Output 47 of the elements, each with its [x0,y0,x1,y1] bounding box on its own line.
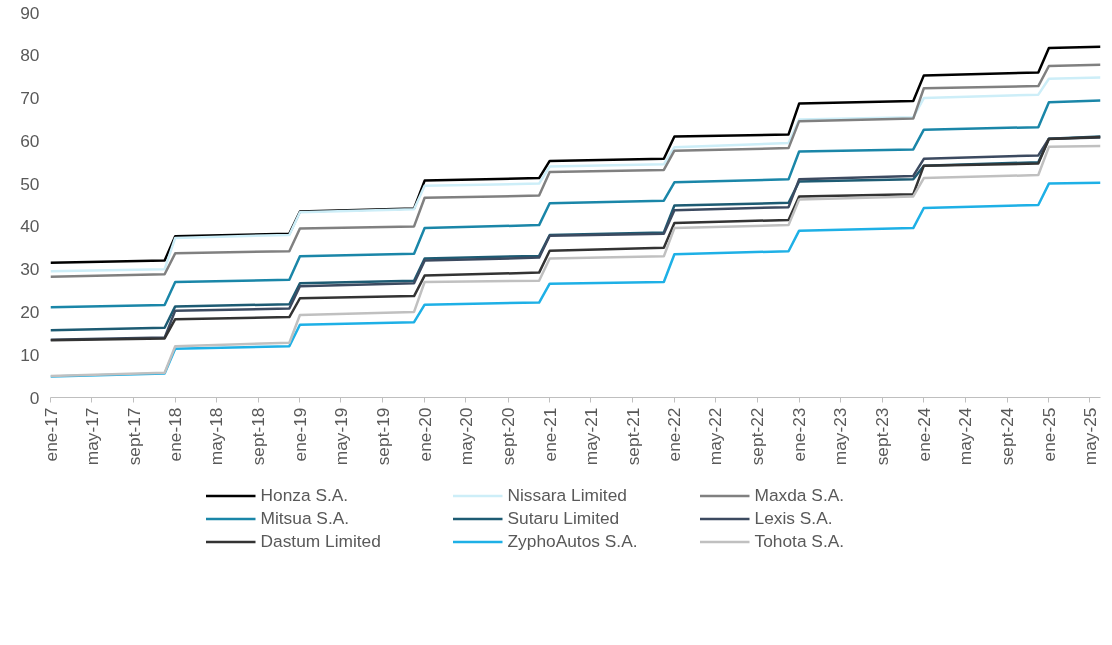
y-tick-label: 30 [20,259,40,280]
legend-label: Mitsua S.A. [260,507,351,529]
x-tick-label: may-18 [206,407,227,466]
y-tick-label: 70 [20,88,40,109]
x-tick-label: may-21 [580,407,601,466]
x-tick-label: ene-19 [289,407,310,462]
legend-label: Dastum Limited [260,530,382,552]
x-tick-label: ene-23 [789,407,810,462]
x-tick-label: sept-24 [997,407,1018,466]
x-tick-label: may-20 [455,407,476,466]
y-tick-label: 60 [20,130,40,151]
x-tick-label: ene-24 [913,407,934,462]
x-tick-label: sept-17 [123,407,144,466]
x-tick-label: sept-20 [498,407,519,466]
y-tick-label: 80 [20,45,40,66]
x-tick-label: sept-22 [747,407,768,466]
y-tick-label: 0 [29,387,40,408]
x-tick-label: ene-17 [40,407,61,462]
x-tick-label: may-25 [1079,407,1100,466]
legend-label: Sutaru Limited [507,507,621,529]
legend-label: Honza S.A. [260,484,350,506]
x-tick-label: ene-21 [539,407,560,462]
y-tick-label: 50 [20,173,40,194]
x-tick-label: may-23 [830,407,851,466]
y-tick-label: 40 [20,216,40,237]
line-series [50,99,1101,309]
line-series [50,144,1101,378]
legend-label: ZyphoAutos S.A. [507,530,639,552]
x-tick-label: may-19 [330,407,351,466]
legend-label: Tohota S.A. [754,530,846,552]
legend-label: Nissara Limited [507,484,628,506]
x-tick-label: may-17 [81,407,102,466]
x-tick-label: sept-23 [872,407,893,466]
y-tick-label: 90 [20,2,40,23]
x-tick-label: sept-21 [622,407,643,466]
x-tick-label: ene-18 [165,407,186,462]
x-tick-label: ene-25 [1038,407,1059,462]
x-tick-label: ene-22 [664,407,685,462]
y-tick-label: 20 [20,301,40,322]
x-tick-label: sept-18 [248,407,269,466]
x-tick-label: may-24 [955,407,976,466]
y-tick-label: 10 [20,344,40,365]
x-tick-label: sept-19 [372,407,393,466]
legend-label: Lexis S.A. [754,507,834,529]
x-tick-label: may-22 [705,407,726,466]
x-tick-label: ene-20 [414,407,435,462]
legend-label: Maxda S.A. [754,484,846,506]
